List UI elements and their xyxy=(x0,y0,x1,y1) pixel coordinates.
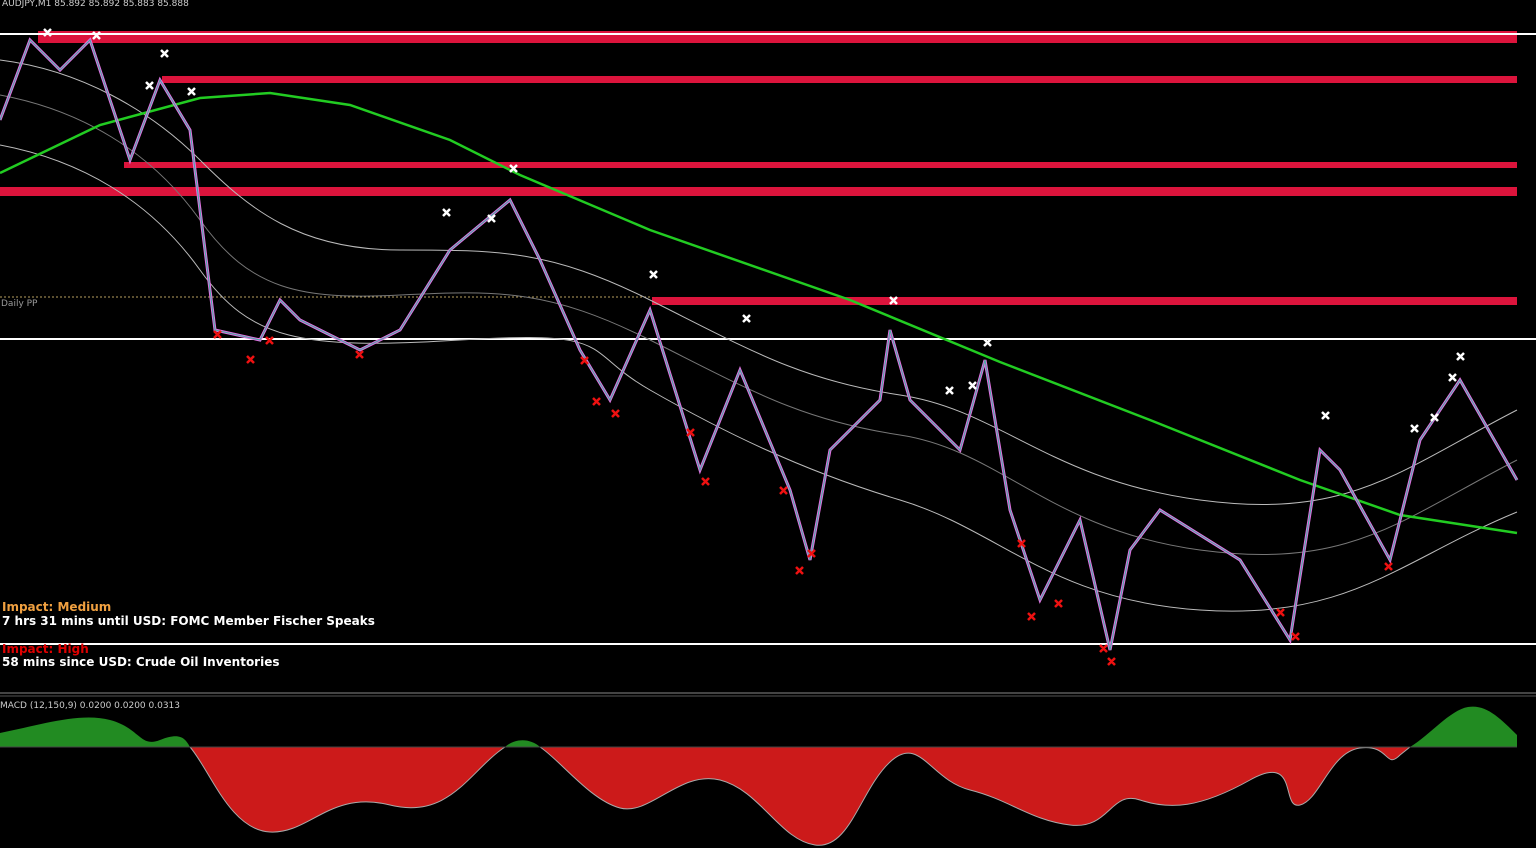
pivot-label: Daily PP xyxy=(1,299,38,309)
news-text: 7 hrs 31 mins until USD: FOMC Member Fis… xyxy=(2,614,375,628)
news-text: 58 mins since USD: Crude Oil Inventories xyxy=(2,655,280,669)
trend-ma xyxy=(0,91,1518,535)
marker-x xyxy=(213,330,1393,666)
news-impact: Impact: Medium xyxy=(2,600,111,614)
marker-x xyxy=(43,28,1465,433)
macd-label: MACD (12,150,9) 0.0200 0.0200 0.0313 xyxy=(0,701,180,711)
envelope-lower xyxy=(0,144,1518,612)
zone xyxy=(162,76,1517,83)
zone xyxy=(124,162,1517,168)
zone xyxy=(0,187,1517,196)
macd-positive xyxy=(1410,706,1517,747)
zone xyxy=(38,31,1517,43)
lower-markers xyxy=(213,330,1393,666)
zone xyxy=(652,297,1517,305)
macd-positive xyxy=(0,717,190,747)
news-impact: Impact: High xyxy=(2,642,89,656)
price-path-shadow xyxy=(0,39,1518,651)
envelope-upper xyxy=(0,59,1518,505)
macd-positive xyxy=(505,740,540,747)
macd-negative xyxy=(188,746,1412,846)
upper-markers xyxy=(43,28,1465,433)
symbol-header: AUDJPY,M1 85.892 85.892 85.883 85.888 xyxy=(2,0,189,9)
